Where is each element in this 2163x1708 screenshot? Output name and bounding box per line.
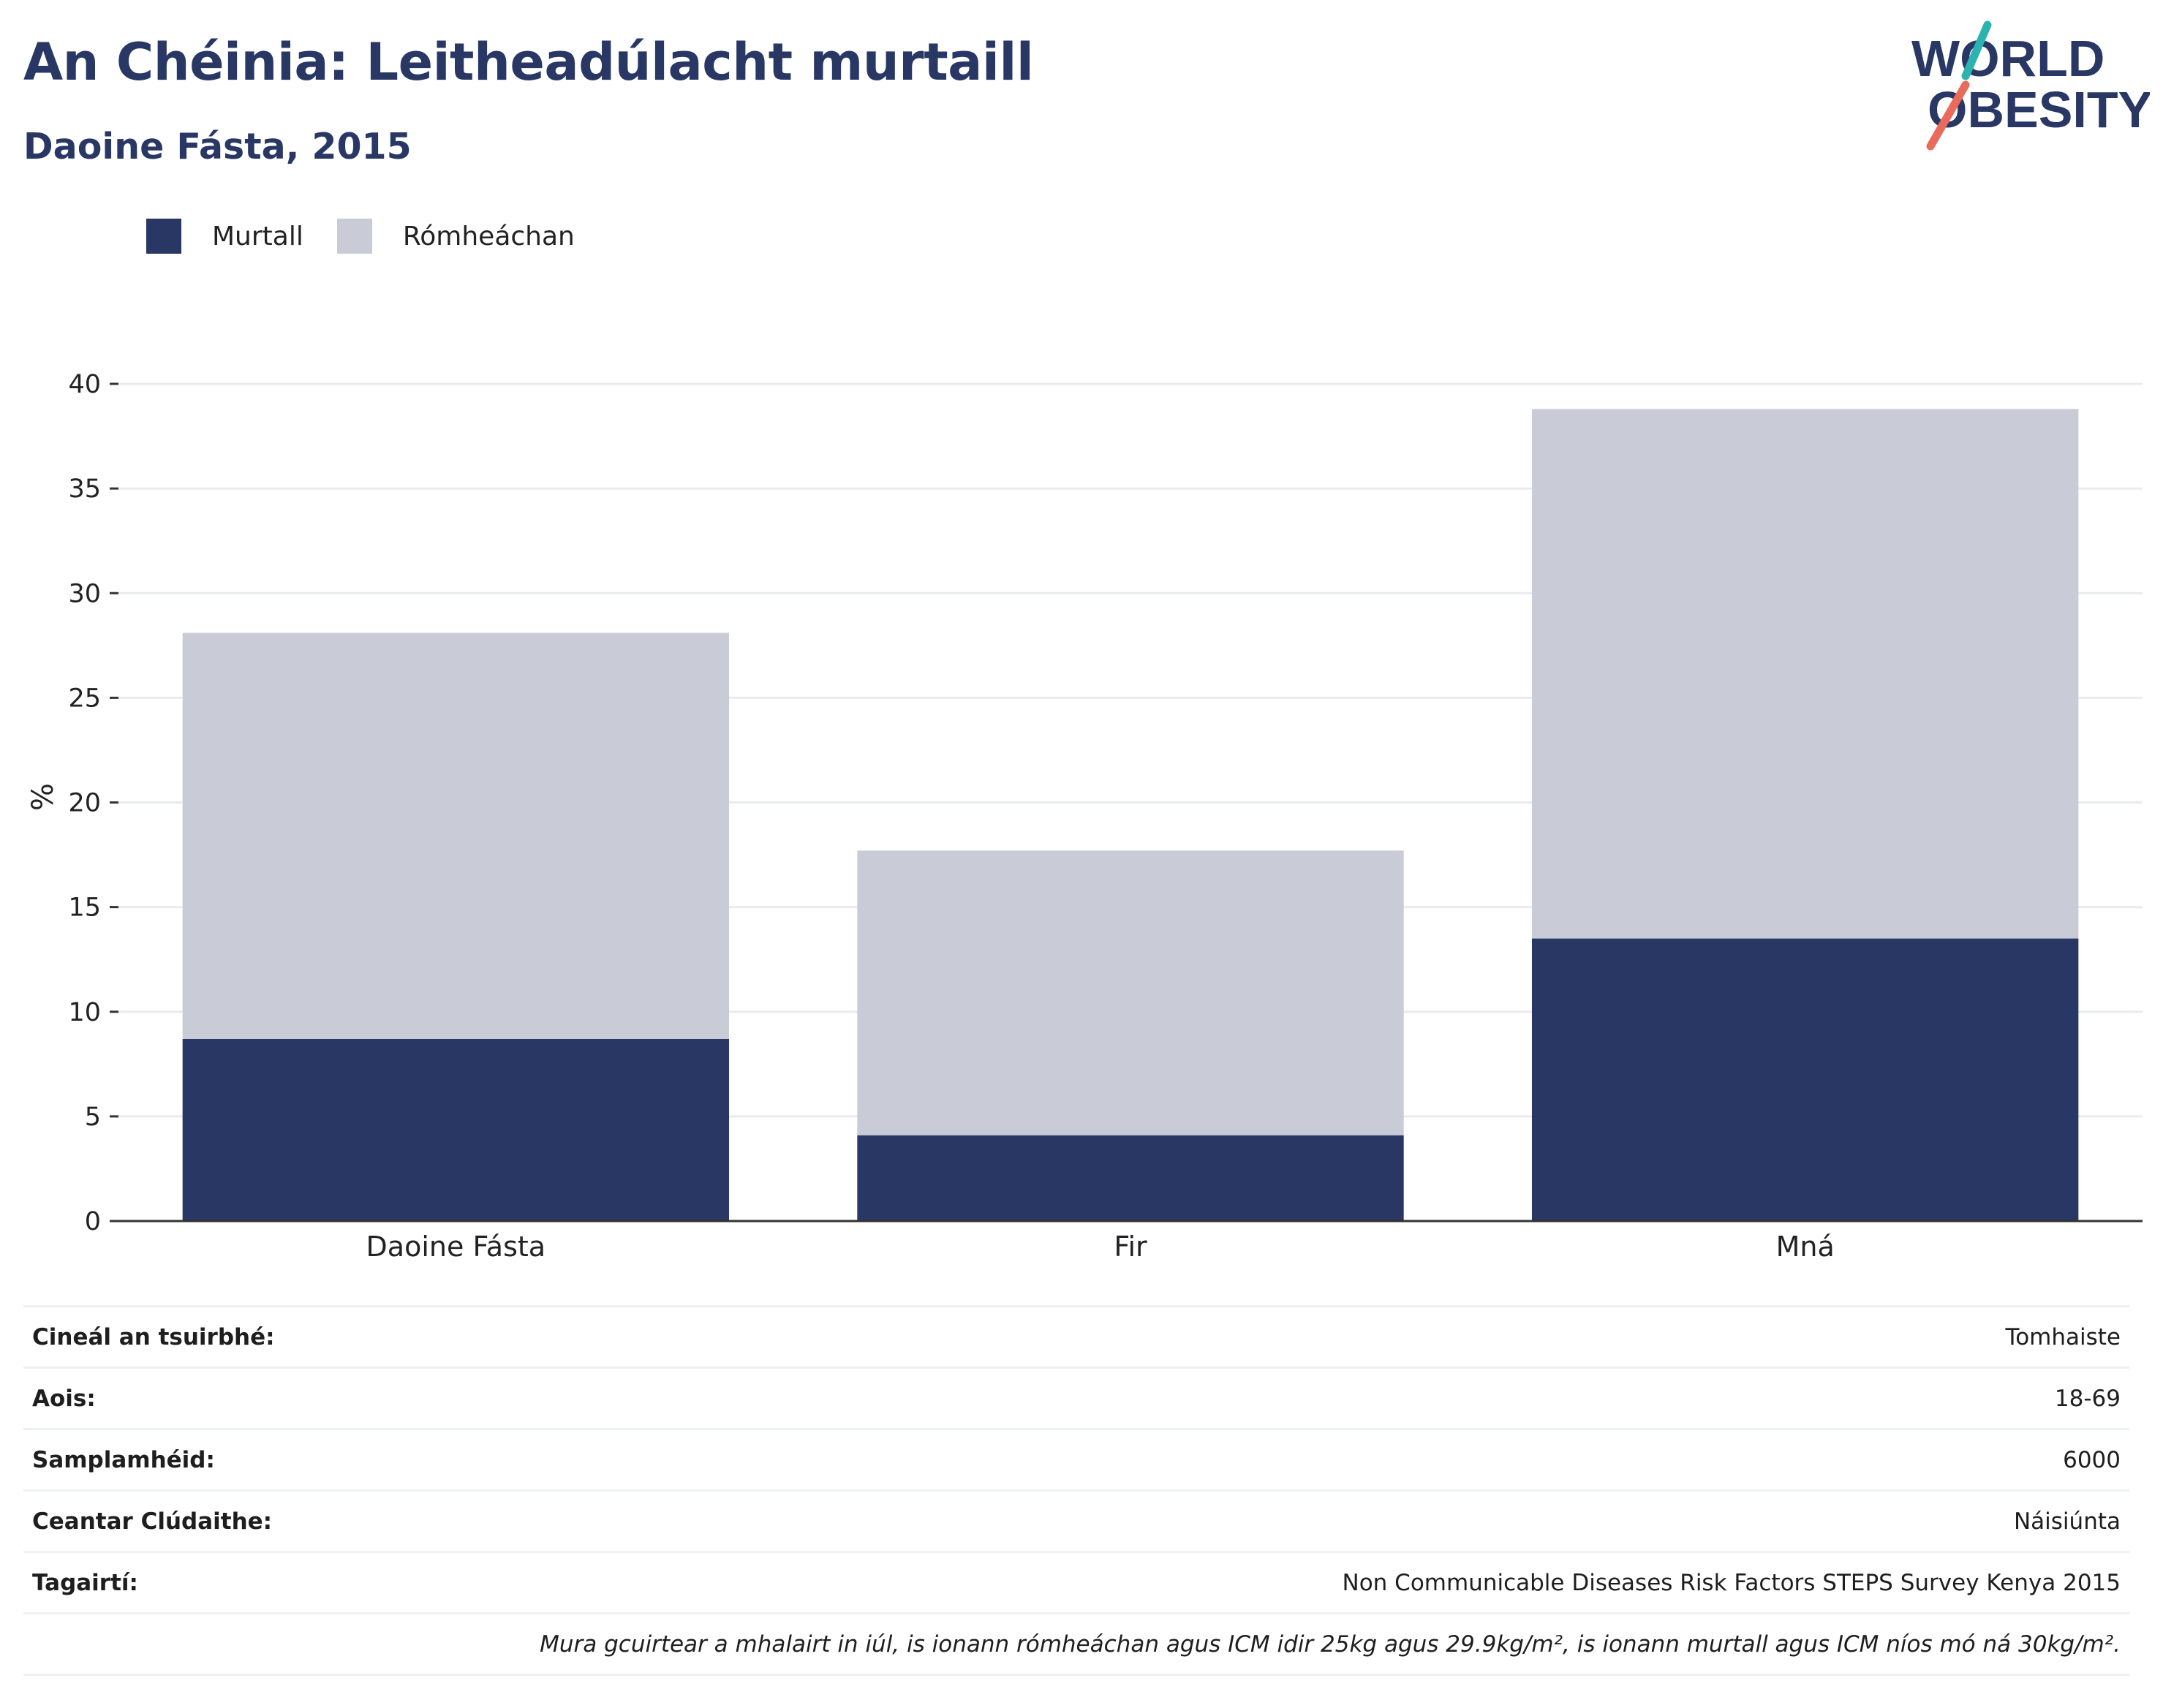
legend-label-murtall: Murtall: [212, 221, 303, 252]
bars: [182, 409, 2079, 1221]
logo-slash-bottom: [1926, 80, 1970, 151]
references-label: Tagairtí:: [23, 1551, 543, 1614]
stacked-bar-chart: 0 5 10 15 20 25 30 35 40 Daoine Fásta Fir Mná %: [26, 370, 2143, 1263]
sample-size-label: Samplamhéid:: [23, 1428, 543, 1492]
bar-romheachan[interactable]: [857, 850, 1404, 1135]
survey-info-table: Cineál an tsuirbhé: Tomhaiste Aois: 18-6…: [23, 1305, 2129, 1676]
x-categories: Daoine Fásta Fir Mná: [366, 1231, 1835, 1263]
bar-murtall[interactable]: [1531, 938, 2079, 1221]
chart-title: An Chéinia: Leitheadúlacht murtaill: [23, 32, 1034, 92]
legend-item-murtall[interactable]: Murtall: [146, 219, 303, 254]
legend-swatch-murtall: [146, 219, 181, 254]
bar-murtall[interactable]: [182, 1038, 730, 1221]
survey-type-value: Tomhaiste: [542, 1305, 2129, 1369]
legend: Murtall Rómheáchan: [146, 216, 608, 257]
bar-murtall[interactable]: [857, 1135, 1404, 1221]
table-row: Cineál an tsuirbhé: Tomhaiste: [23, 1305, 2129, 1369]
logo-slash-top: [1961, 20, 1992, 80]
y-tick-label: 0: [85, 1207, 101, 1236]
y-tick-label: 10: [68, 998, 101, 1027]
y-tick-label: 20: [68, 789, 101, 818]
y-axis-title: %: [26, 783, 60, 811]
survey-type-label: Cineál an tsuirbhé:: [23, 1305, 543, 1369]
references-value: Non Communicable Diseases Risk Factors S…: [542, 1551, 2129, 1614]
coverage-value: Náisiúnta: [542, 1489, 2129, 1553]
x-category-label: Daoine Fásta: [366, 1231, 546, 1263]
table-row: Aois: 18-69: [23, 1367, 2129, 1430]
age-value: 18-69: [542, 1367, 2129, 1430]
chart-subtitle: Daoine Fásta, 2015: [23, 126, 412, 167]
logo-text-world: WORLD: [1911, 30, 2105, 87]
table-row: Mura gcuirtear a mhalairt in iúl, is ion…: [23, 1612, 2129, 1676]
legend-label-romheachan: Rómheáchan: [402, 221, 575, 252]
y-tick-label: 40: [68, 370, 101, 399]
y-tick-label: 35: [68, 475, 101, 504]
bar-romheachan[interactable]: [182, 632, 730, 1039]
legend-swatch-romheachan: [336, 219, 372, 254]
x-category-label: Mná: [1776, 1231, 1835, 1263]
y-tick-label: 15: [68, 893, 101, 923]
y-tick-label: 5: [85, 1103, 101, 1132]
y-tick-label: 25: [68, 684, 101, 713]
age-label: Aois:: [23, 1367, 543, 1430]
coverage-label: Ceantar Clúdaithe:: [23, 1489, 543, 1553]
bar-romheachan[interactable]: [1531, 409, 2079, 939]
y-ticks: 0 5 10 15 20 25 30 35 40: [68, 370, 118, 1236]
legend-item-romheachan[interactable]: Rómheáchan: [336, 219, 575, 254]
world-obesity-logo: WORLD OBESITY: [1911, 20, 2150, 151]
table-row: Samplamhéid: 6000: [23, 1428, 2129, 1492]
footnote: Mura gcuirtear a mhalairt in iúl, is ion…: [23, 1612, 2129, 1676]
table-row: Tagairtí: Non Communicable Diseases Risk…: [23, 1551, 2129, 1614]
x-category-label: Fir: [1114, 1231, 1147, 1263]
y-tick-label: 30: [68, 579, 101, 608]
sample-size-value: 6000: [542, 1428, 2129, 1492]
table-row: Ceantar Clúdaithe: Náisiúnta: [23, 1489, 2129, 1553]
